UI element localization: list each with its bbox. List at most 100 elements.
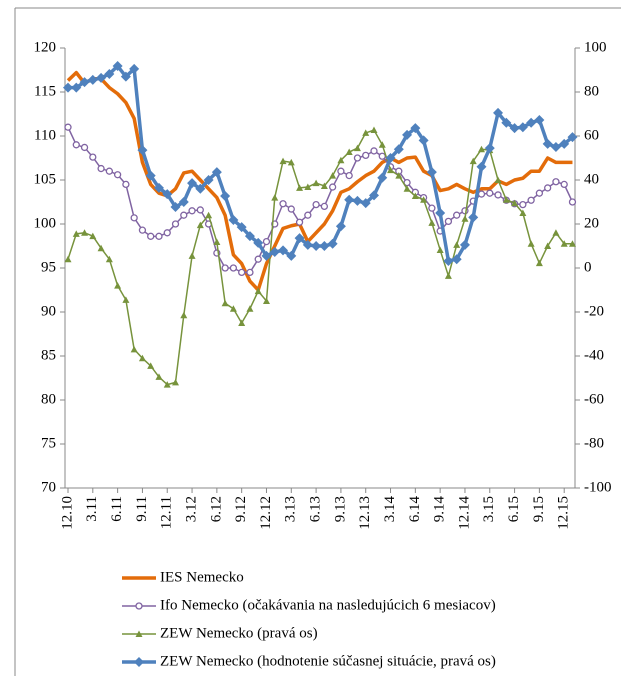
data-point	[370, 126, 378, 134]
data-point	[519, 209, 527, 216]
series-line	[66, 70, 573, 292]
data-point	[296, 184, 304, 191]
data-point	[418, 135, 429, 146]
data-point	[328, 183, 337, 191]
data-point	[461, 215, 469, 222]
data-point	[494, 191, 502, 199]
data-point	[228, 215, 239, 226]
data-point	[493, 107, 504, 118]
data-point	[476, 161, 487, 172]
data-point	[187, 178, 198, 189]
legend-marker	[135, 630, 143, 637]
data-point	[279, 157, 287, 165]
data-point	[114, 282, 122, 289]
data-point	[147, 362, 155, 369]
data-point	[453, 241, 461, 248]
data-point	[335, 221, 346, 232]
data-point	[112, 61, 123, 72]
data-point	[410, 123, 421, 134]
data-point	[517, 122, 528, 133]
data-point	[153, 182, 164, 193]
data-point	[254, 255, 262, 263]
data-point	[501, 117, 512, 128]
y-tick-label: 120	[34, 39, 57, 55]
x-tick-label: 12.10	[59, 496, 75, 530]
data-point	[527, 196, 535, 204]
data-point	[345, 171, 353, 180]
legend-label: Ifo Nemecko (očakávania na nasledujúcich…	[160, 597, 496, 613]
data-point	[443, 255, 454, 266]
x-tick-label: 12.11	[159, 496, 175, 529]
data-point	[559, 138, 570, 149]
x-tick-label: 12.15	[556, 496, 572, 530]
data-point	[459, 239, 470, 250]
data-point	[337, 156, 345, 164]
data-point	[221, 264, 229, 272]
data-point	[89, 153, 97, 161]
data-point	[172, 378, 180, 386]
data-point	[287, 158, 295, 166]
x-tick-label: 6.15	[506, 496, 522, 522]
y-tick-label: 70	[41, 479, 56, 495]
x-tick-label: 9.15	[531, 496, 547, 522]
data-point	[138, 354, 146, 362]
data-point	[402, 129, 413, 140]
data-point	[211, 167, 222, 178]
y-tick-label: 95	[41, 259, 56, 275]
data-point	[213, 238, 221, 246]
data-point	[362, 151, 370, 160]
data-point	[254, 287, 262, 295]
data-point	[345, 148, 353, 156]
data-point	[535, 189, 544, 197]
data-point	[352, 195, 363, 206]
data-point	[80, 143, 89, 152]
data-point	[203, 175, 214, 185]
data-point	[428, 204, 436, 212]
data-point	[444, 217, 453, 226]
x-tick-label: 3.12	[183, 496, 199, 522]
data-point	[560, 180, 568, 189]
data-point	[344, 194, 355, 205]
x-tick-label: 3.14	[382, 496, 398, 523]
data-point	[287, 205, 295, 213]
data-point	[385, 153, 396, 163]
data-point	[294, 233, 305, 244]
y2-tick-label: 40	[584, 171, 599, 187]
x-tick-label: 6.14	[407, 496, 423, 523]
data-point	[451, 254, 462, 265]
y2-tick-label: -80	[584, 435, 604, 451]
data-point	[162, 189, 173, 200]
data-point	[544, 242, 552, 249]
data-point	[171, 220, 180, 228]
data-point	[145, 170, 156, 181]
y-tick-label: 115	[34, 83, 56, 99]
y-tick-label: 80	[41, 391, 56, 407]
data-point	[96, 72, 107, 83]
x-tick-label: 3.15	[481, 496, 497, 522]
data-point	[170, 202, 181, 213]
data-point	[320, 182, 328, 189]
data-point	[97, 164, 105, 173]
data-point	[370, 147, 378, 155]
data-point	[502, 196, 510, 203]
data-point	[511, 199, 519, 207]
y2-tick-label: -60	[584, 391, 604, 407]
data-point	[353, 144, 361, 152]
data-point	[138, 226, 147, 234]
data-point	[304, 183, 312, 191]
data-point	[426, 167, 437, 178]
data-point	[238, 268, 246, 277]
data-point	[163, 229, 171, 237]
y2-tick-label: -40	[584, 347, 604, 363]
data-point	[238, 319, 246, 326]
data-point	[552, 178, 560, 186]
data-point	[311, 241, 322, 251]
data-point	[81, 229, 89, 236]
y2-tick-label: 20	[584, 215, 599, 231]
y2-tick-label: 0	[584, 259, 592, 275]
data-point	[253, 237, 264, 248]
data-point	[178, 197, 189, 207]
legend-marker	[135, 602, 143, 610]
y2-tick-label: 80	[584, 83, 599, 99]
data-point	[337, 167, 345, 175]
